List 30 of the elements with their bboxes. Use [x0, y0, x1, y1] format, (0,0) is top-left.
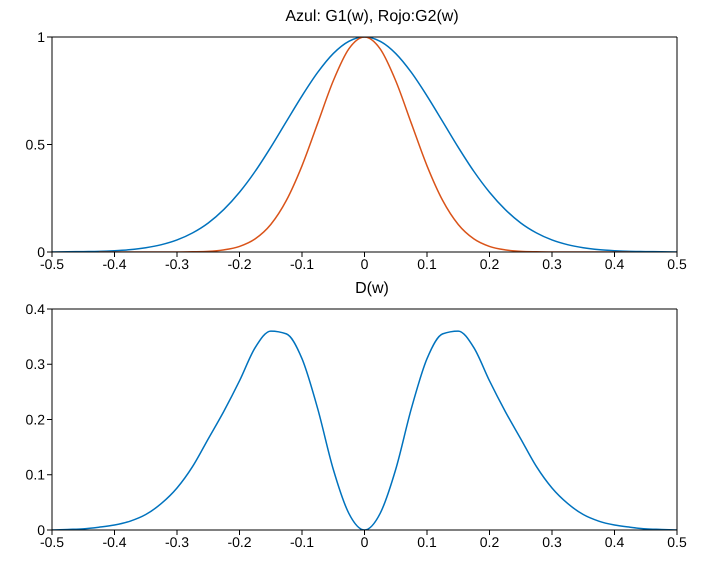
x-tick-label: 0.2 — [480, 534, 500, 550]
y-tick-label: 0.5 — [26, 136, 46, 152]
y-tick-label: 0.1 — [26, 466, 46, 483]
x-tick-label: 0.1 — [417, 534, 437, 550]
x-tick-label: 0.5 — [667, 534, 687, 550]
y-tick-label: 1 — [37, 28, 46, 45]
x-tick-label: 0.4 — [604, 256, 624, 272]
x-tick-label: -0.2 — [227, 256, 252, 272]
y-tick-label: 0.4 — [26, 300, 46, 317]
x-tick-label: -0.2 — [227, 534, 252, 550]
x-tick-label: -0.4 — [102, 534, 127, 550]
x-tick-label: 0.3 — [542, 256, 562, 272]
x-tick-label: 0 — [360, 534, 369, 550]
x-tick-label: -0.3 — [164, 256, 190, 272]
x-tick-label: -0.3 — [164, 534, 190, 550]
x-tick-label: 0.1 — [417, 256, 437, 272]
y-tick-label: 0 — [37, 522, 46, 538]
x-tick-label: 0.4 — [604, 534, 624, 550]
y-tick-label: 0 — [37, 244, 46, 260]
x-tick-label: 0.5 — [667, 256, 687, 272]
chart-title: D(w) — [354, 280, 390, 299]
x-tick-label: -0.1 — [290, 256, 314, 272]
x-tick-label: 0.3 — [542, 534, 562, 550]
y-tick-label: 0.2 — [26, 411, 46, 428]
x-tick-label: 0.2 — [480, 256, 500, 272]
chart-title: Azul: G1(w), Rojo:G2(w) — [284, 8, 460, 27]
x-tick-label: -0.1 — [290, 534, 314, 550]
x-tick-label: 0 — [360, 256, 369, 272]
x-tick-label: -0.4 — [102, 256, 127, 272]
y-tick-label: 0.3 — [26, 356, 46, 372]
